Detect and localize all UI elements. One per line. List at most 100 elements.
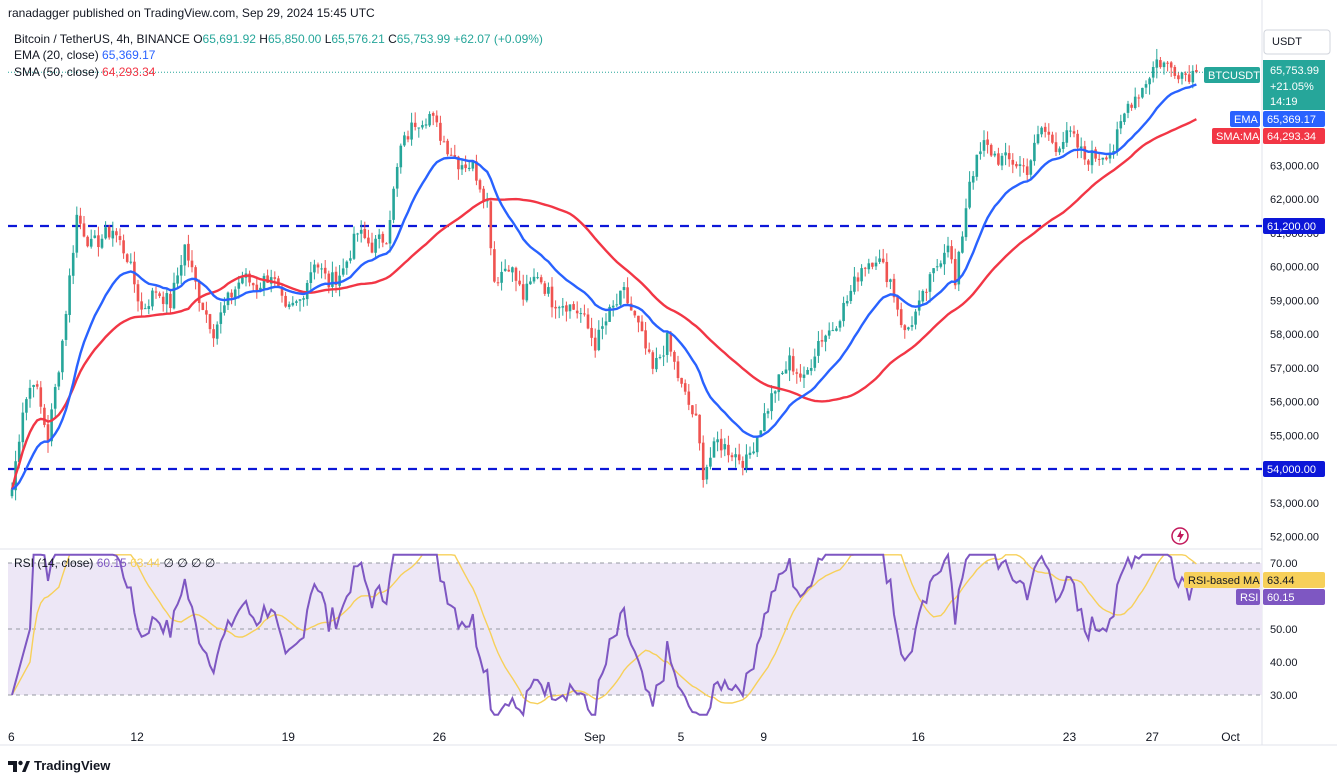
- candle-body: [1184, 73, 1187, 75]
- candle-body: [557, 307, 561, 309]
- candle-body: [518, 280, 521, 285]
- candle-body: [831, 330, 835, 332]
- candle-body: [349, 258, 352, 261]
- candle-body: [352, 233, 356, 259]
- candle-body: [129, 261, 133, 263]
- candle-body: [298, 299, 302, 301]
- candle-body: [482, 188, 485, 202]
- tradingview-logo[interactable]: TradingView: [8, 758, 110, 773]
- candle-body: [586, 314, 590, 329]
- candle-body: [172, 282, 176, 309]
- candle-body: [453, 155, 457, 158]
- candle-body: [71, 252, 75, 276]
- candle-body: [507, 269, 511, 272]
- candle-body: [741, 461, 745, 468]
- ema-line[interactable]: [11, 83, 1197, 491]
- candle-body: [795, 372, 799, 374]
- candle-body: [975, 154, 979, 177]
- candle-body: [10, 489, 14, 497]
- candle-body: [701, 442, 705, 480]
- candle-body: [1061, 142, 1065, 149]
- sma-line[interactable]: [10, 118, 1197, 490]
- candle-body: [237, 282, 241, 289]
- candle-body: [593, 337, 597, 351]
- candle-body: [1105, 157, 1108, 160]
- candle-body: [608, 306, 611, 322]
- candle-body: [248, 273, 251, 283]
- price-axis-tick: 57,000.00: [1270, 363, 1319, 375]
- candle-body: [381, 233, 385, 243]
- candle-body: [1025, 166, 1029, 175]
- candle-body: [39, 387, 43, 407]
- candle-body: [752, 451, 755, 454]
- candle-body: [838, 321, 842, 328]
- lightning-marker-icon[interactable]: [1171, 527, 1189, 545]
- candle-body: [219, 312, 223, 324]
- ema-price-tag: 65,369.17: [1267, 114, 1316, 126]
- sma-legend[interactable]: SMA (50, close) 64,293.34: [14, 65, 155, 79]
- ema-legend[interactable]: EMA (20, close) 65,369.17: [14, 48, 155, 62]
- symbol-title: Bitcoin / TetherUS, 4h, BINANCE: [14, 32, 190, 46]
- candle-body: [111, 230, 115, 239]
- candle-body: [525, 283, 529, 301]
- rsi-legend-value: 60.15: [96, 556, 127, 570]
- sma-price-tag-bg: [1263, 128, 1325, 144]
- rsi-ma-line[interactable]: [11, 554, 1197, 705]
- candle-body: [863, 267, 867, 269]
- candle-body: [536, 277, 539, 279]
- candle-body: [1029, 160, 1033, 175]
- candle-body: [1169, 62, 1173, 68]
- candle-body: [579, 313, 583, 315]
- lightning-marker-ring: [1171, 527, 1189, 545]
- rsi-ma-legend-value: 63.44: [130, 556, 161, 570]
- candle-body: [745, 454, 748, 469]
- price-axis-tick: 53,000.00: [1270, 498, 1319, 510]
- currency-button[interactable]: [1263, 29, 1331, 55]
- candle-body: [89, 238, 93, 247]
- ema-tag-bg: [1230, 111, 1260, 127]
- candle-body: [341, 268, 345, 275]
- time-axis-tick: 23: [1063, 730, 1077, 744]
- candle-body: [1043, 126, 1047, 132]
- candle-body: [1133, 96, 1137, 108]
- candle-body: [86, 236, 89, 247]
- candle-body: [694, 413, 698, 416]
- candle-body: [867, 263, 871, 270]
- candle-body: [565, 305, 568, 312]
- candle-body: [773, 391, 777, 394]
- candle-body: [856, 277, 860, 282]
- candle-body: [471, 160, 475, 169]
- candle-body: [957, 251, 961, 285]
- time-axis-tick: 27: [1146, 730, 1160, 744]
- time-axis-tick: Oct: [1221, 730, 1240, 744]
- candle-body: [874, 262, 878, 267]
- candle-body: [493, 249, 496, 282]
- candle-body: [467, 167, 471, 169]
- candle-body: [770, 393, 773, 412]
- candle-body: [100, 238, 104, 248]
- candle-body: [421, 125, 424, 128]
- candle-body: [673, 351, 676, 362]
- price-axis-tick: 56,000.00: [1270, 397, 1319, 409]
- time-axis-tick: 16: [912, 730, 926, 744]
- candle-body: [511, 267, 514, 273]
- candle-body: [853, 276, 856, 292]
- candle-body: [727, 444, 730, 456]
- candle-body: [57, 372, 61, 387]
- candle-body: [190, 260, 194, 268]
- candle-body: [1072, 131, 1076, 134]
- candle-body: [953, 259, 957, 286]
- candle-body: [431, 113, 435, 116]
- candle-body: [255, 284, 259, 291]
- candle-body: [1155, 59, 1159, 68]
- candle-body: [651, 352, 655, 369]
- rsi-line[interactable]: [11, 551, 1198, 718]
- candle-body: [93, 235, 97, 238]
- candle-body: [32, 384, 35, 387]
- rsi-legend[interactable]: RSI (14, close) 60.15 63.44 ∅ ∅ ∅ ∅: [14, 556, 215, 570]
- candle-body: [950, 246, 953, 260]
- candle-body: [514, 267, 518, 281]
- candle-body: [334, 271, 338, 285]
- candle-body: [583, 313, 586, 315]
